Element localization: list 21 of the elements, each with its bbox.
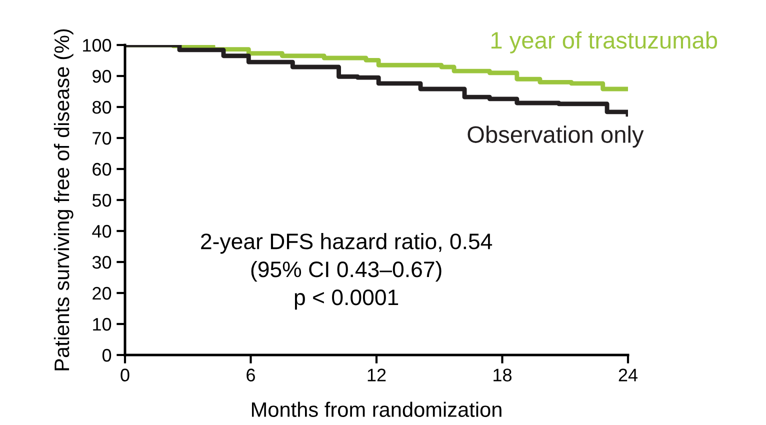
series-label: 1 year of trastuzumab	[491, 31, 718, 54]
annotation: 2-year DFS hazard ratio, 0.54 (95% CI 0.43–0.67) p < 0.0001	[201, 232, 492, 310]
x-tick-label: 18	[494, 368, 512, 382]
y-tick-label: 90	[92, 70, 112, 83]
x-tick-label: 0	[120, 368, 130, 382]
y-tick-label: 100	[83, 38, 112, 52]
x-axis-title: Months from randomization	[252, 402, 502, 417]
y-tick-label: 20	[92, 286, 112, 300]
y-axis-title: Patients surviving free of disease (%)	[54, 29, 74, 370]
y-tick-label: 50	[92, 194, 112, 207]
y-tick-label: 70	[92, 132, 112, 145]
y-tick-label: 60	[92, 162, 112, 176]
x-tick-label: 12	[368, 368, 386, 382]
y-tick-label: 0	[102, 348, 112, 362]
y-tick-label: 30	[92, 256, 112, 269]
x-tick-label: 6	[246, 368, 255, 382]
y-tick-label: 10	[93, 318, 112, 331]
y-tick-label: 40	[92, 224, 112, 238]
y-tick-label: 80	[92, 100, 112, 114]
x-tick-label: 24	[618, 368, 638, 382]
series-label: Observation only	[468, 126, 644, 148]
